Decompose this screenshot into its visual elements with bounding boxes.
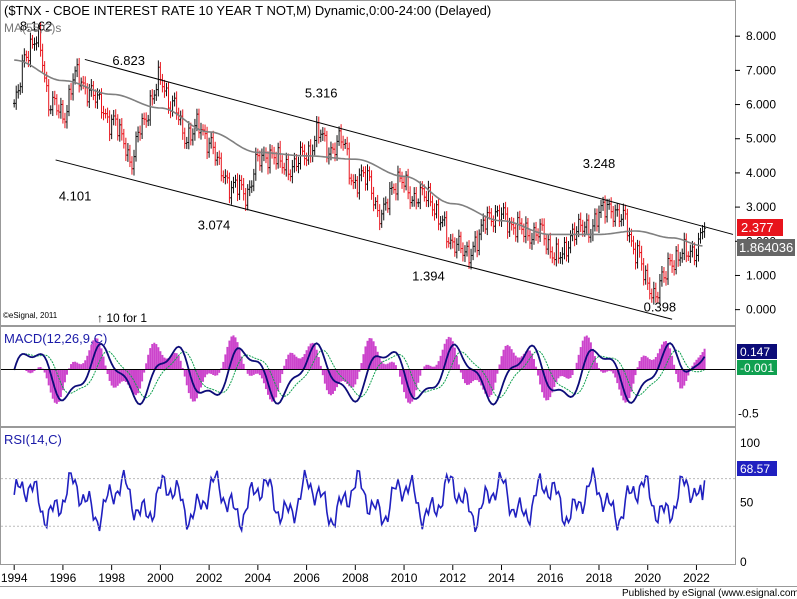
channel-upper-line (84, 58, 734, 235)
year-tick-label: 2002 (196, 571, 223, 585)
price-panel-frame (0, 0, 736, 326)
split-note: ↑ 10 for 1 (97, 311, 147, 325)
year-tick-label: 2010 (391, 571, 418, 585)
price-annotation: 4.101 (59, 188, 92, 203)
ma-layer (14, 59, 703, 247)
year-tick-label: 2022 (683, 571, 710, 585)
signal-value-label: -0.001 (740, 361, 774, 375)
rsi-line (13, 467, 706, 534)
year-tick-label: 1994 (1, 571, 28, 585)
price-annotation: 3.248 (583, 156, 616, 171)
last-price-label: 2.377 (741, 220, 774, 235)
year-tick-label: 2012 (439, 571, 466, 585)
channel-lower-line (55, 159, 673, 320)
rsi-value-label: 68.57 (740, 462, 770, 476)
year-tick-label: 2000 (147, 571, 174, 585)
year-tick-label: 2014 (488, 571, 515, 585)
macd-tick-label: -0.5 (738, 406, 759, 420)
axis-ticks-layer: 8.0007.0006.0005.0004.0003.0002.0001.000… (1, 29, 777, 585)
rsi-tick-label: 100 (740, 436, 760, 450)
year-tick-label: 1996 (50, 571, 77, 585)
year-tick-label: 2008 (342, 571, 369, 585)
macd-value-box (737, 344, 777, 359)
macd-value-label: 0.147 (740, 345, 770, 359)
price-annotation: 5.316 (305, 86, 338, 101)
macd-label: MACD(12,26,9,C) (4, 331, 107, 346)
price-tick-label: 5.000 (746, 132, 776, 146)
last-ma-box (737, 239, 795, 256)
year-tick-label: 1998 (98, 571, 125, 585)
price-tick-label: 4.000 (746, 166, 776, 180)
rsi-layer (13, 467, 706, 534)
price-annotation: 6.823 (112, 53, 145, 68)
rsi-value-box (737, 461, 777, 476)
year-tick-label: 2004 (244, 571, 271, 585)
price-tick-label: 6.000 (746, 98, 776, 112)
price-annotation: 8.162 (20, 19, 53, 34)
last-price-box (737, 219, 783, 236)
last-ma-label: 1.864036 (739, 240, 793, 255)
published-note: Published by eSignal (www.esignal.com) (622, 588, 797, 599)
copyright-note: ©eSignal, 2011 (3, 311, 58, 320)
channel-layer (55, 58, 734, 320)
chart-title: ($TNX - CBOE INTEREST RATE 10 YEAR T NOT… (4, 3, 491, 18)
year-tick-label: 2006 (293, 571, 320, 585)
ma-label: MA(55,C)s (4, 21, 61, 35)
macd-histogram-layer (25, 335, 706, 404)
rsi-panel-frame (0, 427, 736, 565)
year-tick-label: 2020 (634, 571, 661, 585)
rsi-tick-label: 0 (740, 555, 747, 569)
annotations-layer: 8.162 6.823 5.316 3.248 4.101 3.074 1.394 0.398 (20, 19, 676, 315)
macd-layer (13, 342, 706, 406)
price-annotation: 1.394 (412, 269, 445, 284)
rsi-tick-label: 50 (740, 495, 754, 509)
rsi-label: RSI(14,C) (4, 432, 62, 447)
year-tick-label: 2016 (537, 571, 564, 585)
signal-value-box (737, 360, 777, 375)
macd-panel-frame (0, 326, 736, 427)
macd-line (13, 342, 706, 406)
year-tick-label: 2018 (586, 571, 613, 585)
price-annotation: 0.398 (644, 299, 677, 314)
price-tick-label: 1.000 (746, 268, 776, 282)
price-tick-label: 0.000 (746, 303, 776, 317)
ma55-line (14, 59, 703, 247)
price-tick-label: 3.000 (746, 200, 776, 214)
price-annotation: 3.074 (198, 217, 231, 232)
price-series-layer (12, 22, 706, 305)
price-tick-label: 7.000 (746, 63, 776, 77)
price-tick-label: 8.000 (746, 29, 776, 43)
